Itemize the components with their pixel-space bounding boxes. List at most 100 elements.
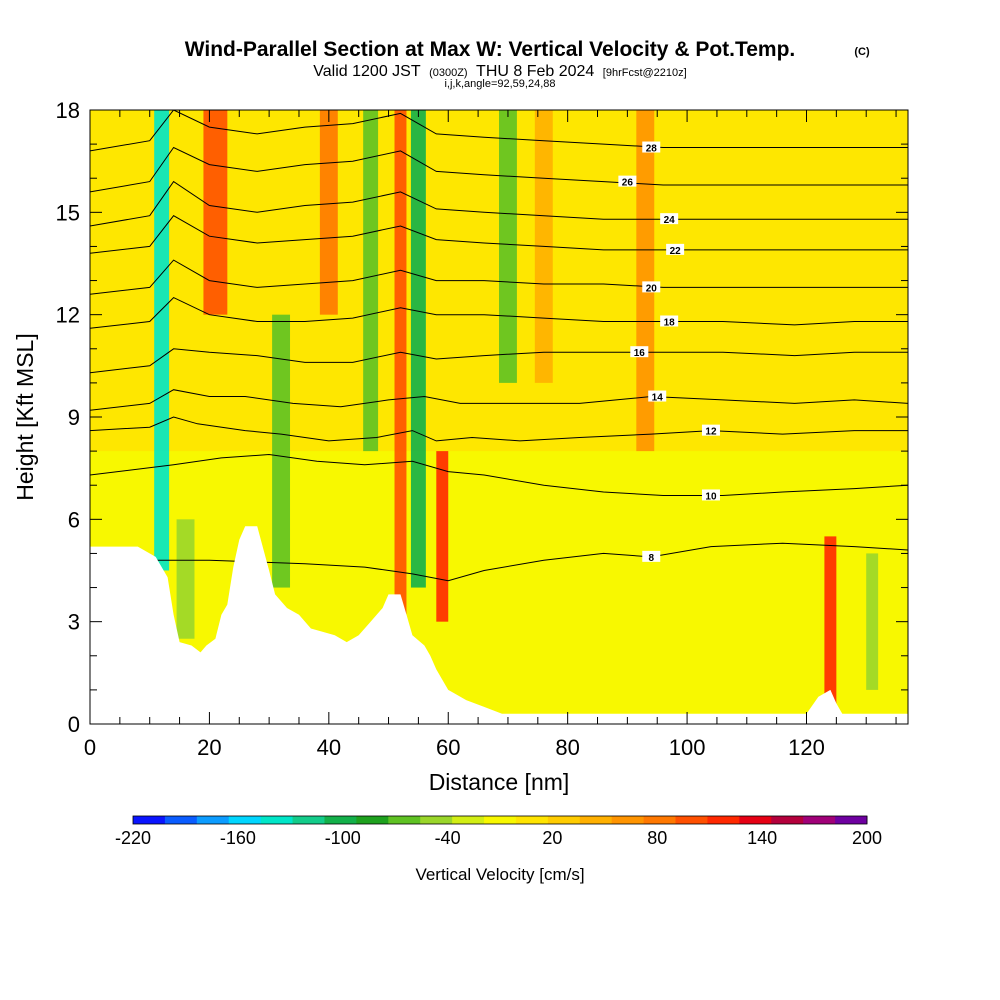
velocity-band-5: [363, 110, 379, 452]
subtitle-zulu: (0300Z): [429, 67, 468, 79]
colorbar-segment: [611, 816, 645, 824]
theta-label-20: 20: [646, 283, 658, 294]
velocity-band-7: [410, 110, 426, 588]
colorbar-frame: [132, 815, 868, 825]
subtitle-date: THU 8 Feb 2024: [476, 63, 594, 80]
theta-contour-28: [90, 110, 908, 152]
velocity-band-9: [499, 110, 517, 383]
colorbar-segment: [133, 816, 166, 824]
theta-label-bg-10: [701, 489, 720, 501]
theta-label-22: 22: [670, 246, 682, 257]
theta-label-bg-8: [642, 550, 661, 562]
y-axis-label: Height [Kft MSL]: [12, 333, 38, 500]
subtitle-forecast: [9hrFcst@2210z]: [603, 67, 687, 79]
colorbar-tick-label: 140: [747, 828, 777, 848]
chart-subtitle: Valid 1200 JST (0300Z) THU 8 Feb 2024 [9…: [313, 63, 686, 80]
theta-label-12: 12: [705, 427, 717, 438]
x-tick-label: 100: [669, 735, 706, 760]
colorbar-segment: [420, 816, 453, 824]
terrain-mask: [90, 526, 908, 724]
colorbar-segment: [835, 816, 868, 824]
theta-label-bg-12: [701, 424, 720, 436]
theta-contour-24: [90, 180, 908, 227]
theta-label-14: 14: [652, 393, 664, 404]
y-tick-label: 9: [68, 405, 80, 430]
colorbar-segment: [292, 816, 325, 824]
copyright-mark: (C): [854, 46, 870, 58]
x-tick-label: 80: [555, 735, 579, 760]
chart-title: Wind-Parallel Section at Max W: Vertical…: [185, 38, 796, 61]
x-tick-label: 60: [436, 735, 460, 760]
chart-params: i,j,k,angle=92,59,24,88: [444, 78, 555, 90]
x-tick-label: 20: [197, 735, 221, 760]
theta-label-10: 10: [705, 491, 717, 502]
x-tick-label: 0: [84, 735, 96, 760]
y-tick-label: 3: [68, 610, 80, 635]
theta-contour-12: [90, 416, 908, 442]
theta-label-bg-18: [660, 315, 679, 327]
theta-label-16: 16: [634, 348, 646, 359]
colorbar-segment: [515, 816, 549, 824]
colorbar-segment: [547, 816, 581, 824]
theta-label-26: 26: [622, 178, 634, 189]
velocity-band-12: [824, 536, 837, 707]
theta-contour-14: [90, 389, 908, 411]
x-tick-label: 40: [317, 735, 341, 760]
colorbar-segment: [675, 816, 708, 824]
colorbar-segment: [803, 816, 836, 824]
colorbar-tick-label: -160: [220, 828, 256, 848]
subtitle-valid: Valid 1200 JST: [313, 63, 421, 80]
colorbar-segment: [196, 816, 230, 824]
colorbar-title: Vertical Velocity [cm/s]: [415, 865, 584, 884]
y-tick-label: 12: [56, 303, 80, 328]
theta-label-bg-28: [642, 141, 661, 153]
x-axis: 0 20 40 60 80 100 120: [84, 110, 897, 760]
y-tick-label: 0: [68, 712, 80, 737]
colorbar-tick-label: -220: [115, 828, 151, 848]
colorbar-segment: [324, 816, 357, 824]
colorbar: [132, 815, 868, 825]
colorbar-segment: [771, 816, 804, 824]
theta-label-bg-16: [630, 346, 649, 358]
x-tick-label: 120: [788, 735, 825, 760]
theta-label-bg-22: [666, 243, 685, 255]
colorbar-segment: [452, 816, 485, 824]
colorbar-segment: [164, 816, 198, 824]
theta-contours: [90, 110, 908, 582]
velocity-band-6: [394, 110, 407, 622]
theta-contour-10: [90, 453, 908, 496]
velocity-band-13: [866, 553, 879, 690]
velocity-band-3: [272, 314, 291, 588]
colorbar-tick-label: -100: [325, 828, 361, 848]
y-tick-label: 15: [56, 200, 80, 225]
theta-contour-labels: 8 10 12 14 16 18 20 22 24 26 28: [618, 141, 720, 564]
velocity-band-0: [154, 110, 170, 571]
theta-contour-8: [90, 542, 908, 582]
colorbar-segment: [356, 816, 389, 824]
y-axis: 0 3 6 9 12 15 18: [56, 98, 908, 737]
colorbar-tick-label: 200: [852, 828, 882, 848]
colorbar-segment: [643, 816, 677, 824]
y-tick-label: 18: [56, 98, 80, 123]
colorbar-segment: [388, 816, 421, 824]
velocity-band-1: [203, 110, 228, 315]
theta-label-bg-14: [648, 390, 667, 402]
colorbar-tick-label: -40: [435, 828, 461, 848]
colorbar-segment: [739, 816, 772, 824]
theta-contour-26: [90, 146, 908, 193]
velocity-band-11: [636, 110, 655, 452]
colorbar-tick-label: 80: [647, 828, 667, 848]
theta-label-bg-26: [618, 175, 637, 187]
theta-label-bg-20: [642, 281, 661, 293]
theta-contour-22: [90, 215, 908, 254]
y-tick-label: 6: [68, 507, 80, 532]
colorbar-segment: [707, 816, 740, 824]
theta-contour-20: [90, 259, 908, 295]
colorbar-tick-label: 20: [542, 828, 562, 848]
x-axis-label: Distance [nm]: [429, 769, 570, 795]
velocity-band-4: [319, 110, 338, 315]
theta-label-18: 18: [664, 317, 676, 328]
theta-label-bg-24: [660, 213, 679, 225]
theta-label-24: 24: [664, 215, 676, 226]
